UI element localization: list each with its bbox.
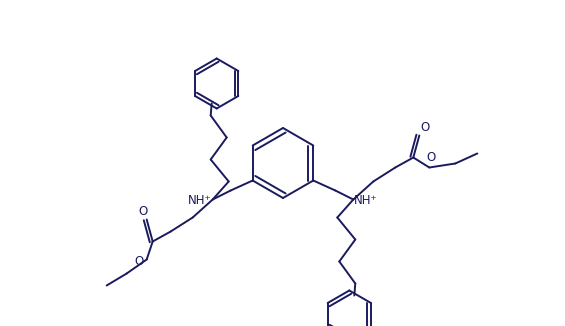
Text: O: O — [134, 255, 144, 268]
Text: O: O — [427, 151, 436, 164]
Text: NH⁺: NH⁺ — [354, 194, 378, 207]
Text: O: O — [421, 121, 430, 134]
Text: NH⁺: NH⁺ — [188, 194, 212, 207]
Text: O: O — [138, 205, 147, 218]
